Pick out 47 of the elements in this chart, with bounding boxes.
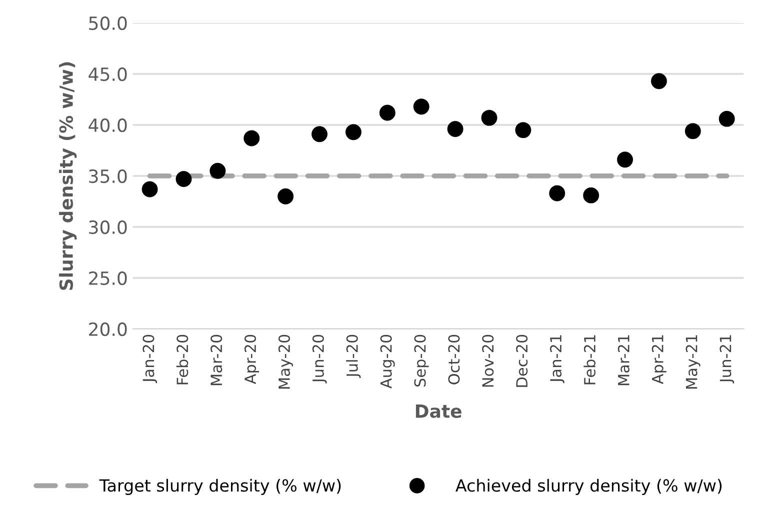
y-tick-label: 45.0 bbox=[88, 67, 127, 82]
y-tick-label: 40.0 bbox=[88, 118, 127, 132]
x-tick-label: Feb-21 bbox=[584, 335, 596, 384]
point bbox=[176, 171, 192, 187]
x-axis-title: Date bbox=[416, 404, 462, 418]
point bbox=[718, 110, 735, 127]
point bbox=[515, 122, 532, 138]
x-tick-label: May-20 bbox=[278, 334, 293, 389]
y-tick-label: 35.0 bbox=[89, 169, 127, 184]
x-tick-label: Jan-20 bbox=[142, 334, 158, 384]
x-tick-label: Mar-20 bbox=[210, 334, 222, 386]
x-tick-label: Apr-20 bbox=[244, 334, 260, 384]
point bbox=[684, 123, 701, 140]
y-axis-title: Slurry density (% w/w) bbox=[59, 62, 77, 290]
x-tick-label: Aug-20 bbox=[380, 334, 395, 388]
point bbox=[278, 188, 294, 204]
x-tick-label: Apr-21 bbox=[652, 335, 666, 384]
point bbox=[379, 104, 396, 121]
point bbox=[142, 181, 158, 198]
x-tick-label: Jul-20 bbox=[346, 334, 361, 378]
point bbox=[312, 126, 328, 142]
x-tick-label: Sep-20 bbox=[414, 334, 429, 387]
point bbox=[549, 185, 566, 202]
x-tick-label: Jun-21 bbox=[720, 335, 734, 384]
y-tick-label: 50.0 bbox=[89, 16, 127, 30]
point bbox=[481, 110, 498, 126]
point bbox=[210, 162, 226, 179]
x-tick-label: Mar-21 bbox=[618, 335, 630, 386]
point bbox=[413, 98, 430, 115]
legend-label: Achieved slurry density (% w/w) bbox=[456, 478, 722, 495]
y-tick-label: 20.0 bbox=[89, 322, 127, 336]
x-tick-label: Oct-20 bbox=[448, 334, 460, 384]
x-tick-label: Dec-20 bbox=[516, 334, 528, 387]
point bbox=[345, 124, 362, 140]
point bbox=[244, 130, 260, 146]
y-tick-label: 25.0 bbox=[89, 271, 127, 286]
x-tick-label: Feb-20 bbox=[176, 334, 188, 384]
y-tick-label: 30.0 bbox=[89, 220, 127, 234]
legend-label: Target slurry density (% w/w) bbox=[99, 478, 341, 495]
point bbox=[447, 121, 464, 138]
x-tick-label: Jan-21 bbox=[550, 335, 564, 384]
point bbox=[650, 73, 667, 90]
point bbox=[583, 187, 600, 204]
point bbox=[617, 152, 633, 168]
x-tick-label: Nov-20 bbox=[482, 334, 494, 387]
x-tick-label: May-21 bbox=[686, 335, 700, 389]
x-tick-label: Jun-20 bbox=[312, 334, 327, 384]
